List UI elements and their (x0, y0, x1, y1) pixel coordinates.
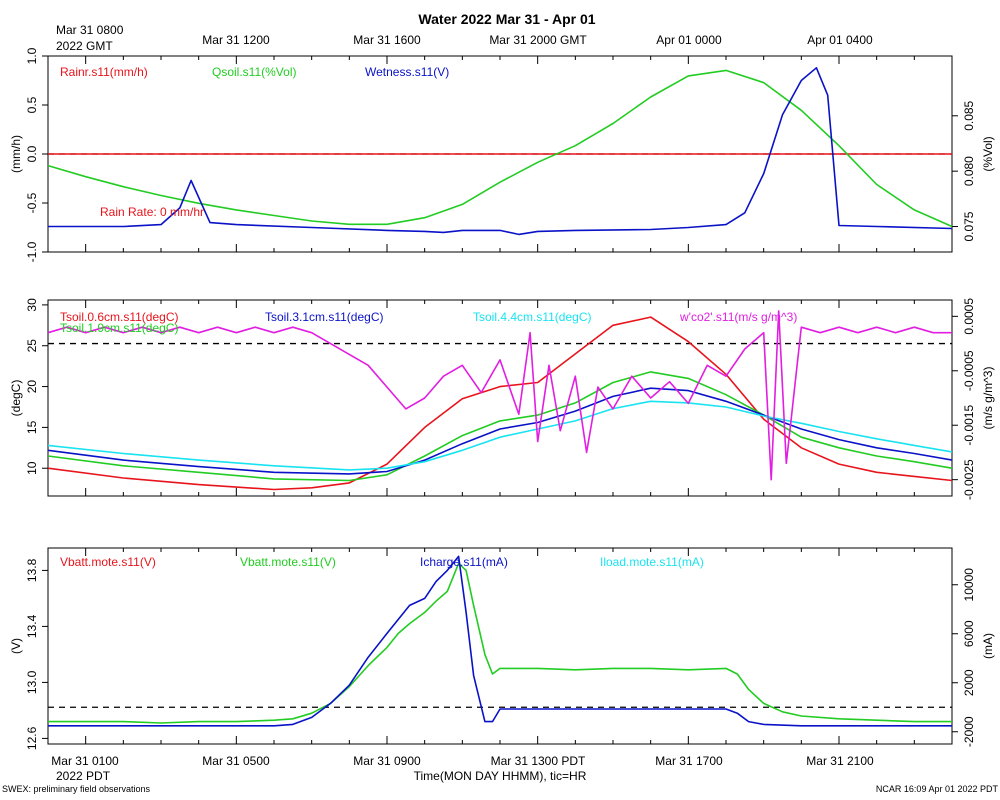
series-line (47, 371, 953, 482)
legend-entry: Iload.mote.s11(mA) (600, 555, 704, 569)
series-line (47, 316, 953, 491)
y-left-tick-label: 0.5 (25, 96, 39, 113)
legend-entry: Rainr.s11(mm/h) (60, 65, 148, 79)
bottom-start-sublabel: 2022 PDT (56, 769, 111, 783)
bottom-tick-label: Mar 31 0100 (51, 754, 119, 768)
y-right-tick-label: -0.0015 (962, 405, 976, 446)
legend-entry: Tsoil.3.1cm.s11(degC) (265, 310, 384, 324)
y-left-tick-label: 13.4 (25, 614, 39, 638)
y-left-tick-label: 10 (25, 461, 39, 475)
series-line (47, 310, 952, 481)
legend-entry: Qsoil.s11(%Vol) (212, 65, 296, 79)
legend-entry: Tsoil.4.4cm.s11(degC) (473, 310, 592, 324)
legend-entry: Tsoil.1.9cm.s11(degC) (60, 321, 179, 335)
top-tick-label: Mar 31 2000 GMT (489, 33, 587, 47)
legend-entry: Icharge.s11(mA) (420, 555, 508, 569)
y-left-tick-label: 15 (25, 420, 39, 434)
y-right-tick-label: -0.0005 (962, 350, 976, 391)
series-line (47, 387, 953, 475)
figure-title: Water 2022 Mar 31 - Apr 01 (418, 11, 595, 27)
legend-entry: w'co2'.s11(m/s g/m^3) (679, 310, 797, 324)
top-tick-label: Apr 01 0000 (656, 33, 722, 47)
y-left-tick-label: 13.8 (25, 558, 39, 582)
footer-note: SWEX: preliminary field observations (2, 784, 151, 794)
y-left-axis-label: (V) (9, 638, 23, 654)
series-line (47, 69, 953, 228)
series-line (47, 400, 953, 471)
y-left-tick-label: 0.0 (25, 145, 39, 162)
top-start-label: Mar 31 0800 (56, 23, 124, 37)
y-left-tick-label: -1.0 (25, 241, 39, 262)
y-left-tick-label: 12.6 (25, 726, 39, 750)
y-left-tick-label: -0.5 (25, 192, 39, 213)
y-right-tick-label: 0.0005 (962, 298, 976, 335)
y-left-tick-label: 25 (25, 339, 39, 353)
bottom-axis-labels: Mar 31 0100 Mar 31 0500 Mar 31 0900 Mar … (51, 754, 874, 768)
top-tick-label: Mar 31 1200 (202, 33, 270, 47)
y-left-tick-label: 1.0 (25, 47, 39, 64)
bottom-tick-label: Mar 31 0900 (353, 754, 421, 768)
figure-footer: Mar 31 0100 Mar 31 0500 Mar 31 0900 Mar … (2, 754, 998, 794)
y-right-tick-label: 6000 (962, 620, 976, 647)
y-right-axis-label: (mA) (981, 633, 995, 659)
bottom-tick-label: Mar 31 0500 (202, 754, 270, 768)
y-right-tick-label: 2000 (962, 669, 976, 696)
plot-panels: -1.0 -0.5 0.0 0.5 1.0 0.075 0.080 0.085 (mm/h) (%… (9, 47, 995, 750)
y-right-tick-label: 0.080 (962, 156, 976, 186)
y-left-axis-label: (degC) (9, 380, 23, 417)
y-left-tick-label: 13.0 (25, 670, 39, 694)
figure-header: Water 2022 Mar 31 - Apr 01 Mar 31 0800 2… (56, 11, 873, 53)
y-right-axis-label: (%Vol) (981, 136, 995, 171)
y-left-tick-label: 30 (25, 298, 39, 312)
y-right-tick-label: 10000 (962, 568, 976, 602)
top-tick-label: Apr 01 0400 (807, 33, 873, 47)
panel-annotation: Rain Rate: 0 mm/hr (100, 205, 204, 219)
panel-soil-temperature: 10 15 20 25 30 -0.0025 -0.0015 -0.0005 0.0005 (de… (9, 298, 995, 500)
bottom-tick-label: Mar 31 1300 PDT (491, 754, 586, 768)
y-right-tick-label: -0.0025 (962, 459, 976, 500)
bottom-tick-label: Mar 31 2100 (806, 754, 874, 768)
series-line (48, 562, 952, 724)
series-line (48, 67, 953, 236)
panel-rain-wetness: -1.0 -0.5 0.0 0.5 1.0 0.075 0.080 0.085 (mm/h) (%… (9, 47, 995, 262)
y-right-tick-label: -2000 (962, 716, 976, 747)
y-right-tick-label: 0.075 (962, 211, 976, 241)
bottom-tick-label: Mar 31 1700 (655, 754, 723, 768)
y-right-tick-label: 0.085 (962, 100, 976, 130)
top-axis-labels: Mar 31 1200 Mar 31 1600 Mar 31 2000 GMT … (202, 33, 873, 47)
y-right-axis-label: (m/s g/m^3) (981, 367, 995, 430)
legend-entry: Wetness.s11(V) (365, 65, 449, 79)
legend-entry: Tsoil.0.6cm.s11(degC) (60, 310, 179, 324)
panel-battery-charge: 12.6 13.0 13.4 13.8 -2000 2000 6000 10000 (V) (mA… (9, 547, 995, 750)
series-line (48, 555, 952, 727)
y-left-tick-label: 20 (25, 380, 39, 394)
panel-frame (47, 547, 953, 745)
legend-entry: Vbatt.mote.s11(V) (240, 555, 336, 569)
footer-credit: NCAR 16:09 Apr 01 2022 PDT (876, 784, 999, 794)
top-tick-label: Mar 31 1600 (353, 33, 421, 47)
legend-entry: Vbatt.mote.s11(V) (60, 555, 156, 569)
y-left-axis-label: (mm/h) (9, 135, 23, 173)
panel-frame (47, 299, 953, 497)
top-start-sublabel: 2022 GMT (56, 39, 113, 53)
x-axis-title: Time(MON DAY HHMM), tic=HR (414, 769, 587, 783)
